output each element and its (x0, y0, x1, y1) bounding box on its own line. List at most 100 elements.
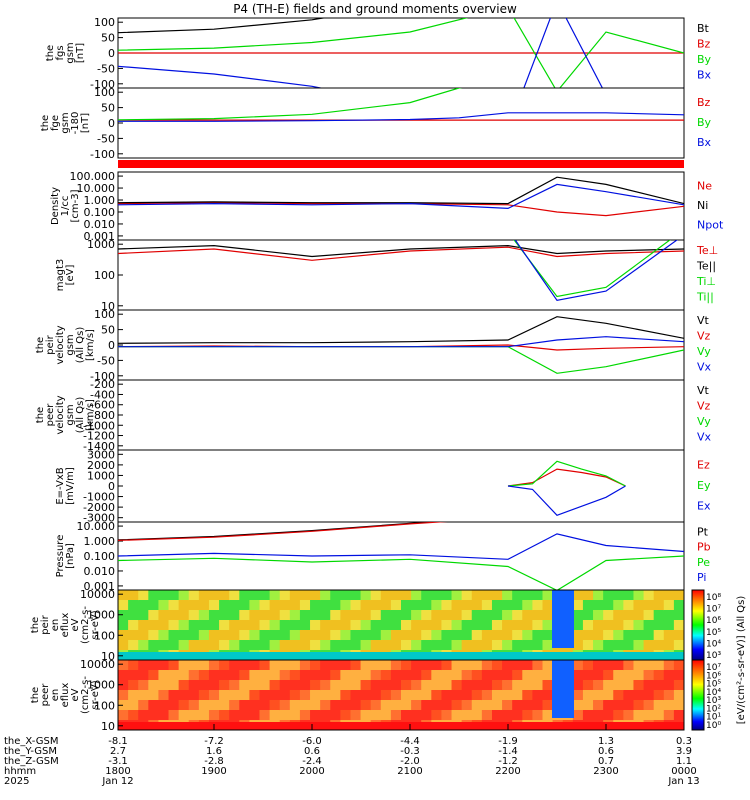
y-tick-label: 10.000 (77, 182, 116, 195)
y-tick-label: 1000 (87, 238, 115, 251)
spectrogram-cell (673, 620, 685, 631)
spectrogram-cell (380, 670, 392, 681)
spectrogram-cell (178, 600, 190, 611)
spectrogram-cell (360, 690, 372, 701)
y-tick-label: 50 (101, 102, 115, 115)
spectrogram-cell (299, 610, 311, 621)
spectrogram-cell (208, 710, 220, 721)
series-Bt (118, 18, 327, 34)
spectrogram-cell (178, 690, 190, 701)
y-axis-label-line: [km/s] (85, 329, 96, 361)
spectrogram-cell (239, 630, 250, 641)
spectrogram-cell (603, 640, 614, 651)
spectrogram-cell (310, 590, 321, 601)
spectrogram-cell (431, 700, 442, 711)
spectrogram-cell (360, 590, 372, 601)
spectrogram-cell (279, 710, 291, 721)
y-axis-label-line: eV (70, 688, 81, 701)
y-axis-label: thefgegsm-180[nT] (40, 112, 91, 135)
y-axis-label-line: [mV/m] (65, 467, 76, 505)
spectrogram-cell (613, 590, 624, 601)
spectrogram-cell (118, 710, 129, 721)
colorbar-tick: 10⁸ (706, 593, 721, 603)
spectrogram-cell (360, 680, 372, 691)
spectrogram-cell (188, 630, 200, 641)
spectrogram-cell (532, 630, 543, 641)
spectrogram-cell (279, 660, 291, 671)
panel-1: 100 50 0 -50 -100 thefgsgsm[nT] Bt Bz By Bx (45, 16, 712, 91)
spectrogram-cell (603, 620, 614, 631)
series-Ni (118, 176, 684, 205)
spectrogram-cell (522, 610, 533, 621)
spectrogram-cell (310, 700, 321, 711)
spectrogram-cell (643, 640, 655, 651)
spectrogram-cell (390, 680, 402, 691)
spectrogram-cell (350, 670, 362, 681)
spectrogram-cell (643, 610, 655, 621)
y-tick-label: 3000 (87, 448, 115, 461)
y-axis-label-line: (All Qs) (75, 397, 86, 434)
y-tick-label: -1000 (83, 491, 115, 504)
spectrogram-cell (279, 680, 291, 691)
spectrogram-cell (461, 640, 473, 651)
spectrogram-cell (441, 690, 453, 701)
y-tick-label: 10 (101, 300, 115, 313)
spectrogram-cell (542, 660, 554, 671)
spectrogram-cell (118, 610, 129, 621)
spectrogram-cell (208, 660, 220, 671)
spectrogram-cell (593, 600, 604, 611)
series-Pb (118, 522, 448, 541)
spectrogram-cell (198, 640, 210, 651)
spectrogram-cell (320, 630, 331, 641)
legend-Vt: Vt (697, 314, 710, 327)
panel-frame (117, 171, 685, 241)
x-tick-label: -6.0 (302, 736, 322, 747)
spectrogram-cell (208, 670, 220, 681)
spectrogram-cell (673, 670, 685, 681)
legend-Ni: Ni (697, 199, 708, 212)
spectrogram-cell (542, 630, 554, 641)
spectrogram-cell (380, 640, 392, 651)
spectrogram-cell (310, 600, 321, 611)
spectrogram-cell (471, 660, 483, 671)
spectrogram-cell (118, 660, 129, 671)
spectrogram-cell (128, 620, 139, 631)
legend-Bt: Bt (697, 22, 710, 35)
spectrogram-cell (471, 670, 483, 681)
spectrogram-cell (481, 600, 493, 611)
spectrogram-cell (340, 710, 351, 721)
spectrogram-cell (198, 690, 210, 701)
spectrogram-cell (542, 600, 554, 611)
colorbar-tick: 10⁵ (706, 680, 721, 690)
spectrogram-cell (138, 640, 149, 651)
spectrogram-cell (572, 630, 584, 641)
spectrogram-cell (673, 710, 685, 721)
spectrogram-cell (138, 600, 149, 611)
x-tick-label: -2.8 (204, 756, 224, 767)
spectrogram-cell (158, 620, 170, 631)
colorbar-tick: 10⁴ (706, 688, 721, 698)
spectrogram-cell (643, 710, 655, 721)
separator-bar (118, 160, 684, 168)
spectrogram-cell (390, 610, 402, 621)
spectrogram-cell (481, 700, 493, 711)
panel-4: 1000 100 10 magt3[eV] Te⊥ Te|| Ti⊥ Ti|| (55, 238, 718, 313)
y-tick-label: 1.000 (84, 194, 116, 207)
spectrogram-cell (178, 670, 190, 681)
y-axis-label-line: [eV] (65, 265, 76, 286)
spectrogram-cell (623, 680, 634, 691)
spectrogram-cell (350, 640, 362, 651)
spectrogram-cell (310, 630, 321, 641)
spectrogram-cell (299, 630, 311, 641)
spectrogram-cell (532, 710, 543, 721)
spectrogram-cell (593, 590, 604, 601)
spectrogram-cell (380, 690, 392, 701)
spectrogram-cell (441, 670, 453, 681)
spectrogram-cell (208, 590, 220, 601)
spectrogram-cell (279, 690, 291, 701)
colorbar-tick: 10¹ (706, 713, 721, 723)
spectrogram-cell (360, 670, 372, 681)
spectrogram-cell (229, 640, 240, 651)
y-axis-label-line: (cm2-s- (80, 676, 91, 714)
spectrogram-cell (188, 620, 200, 631)
